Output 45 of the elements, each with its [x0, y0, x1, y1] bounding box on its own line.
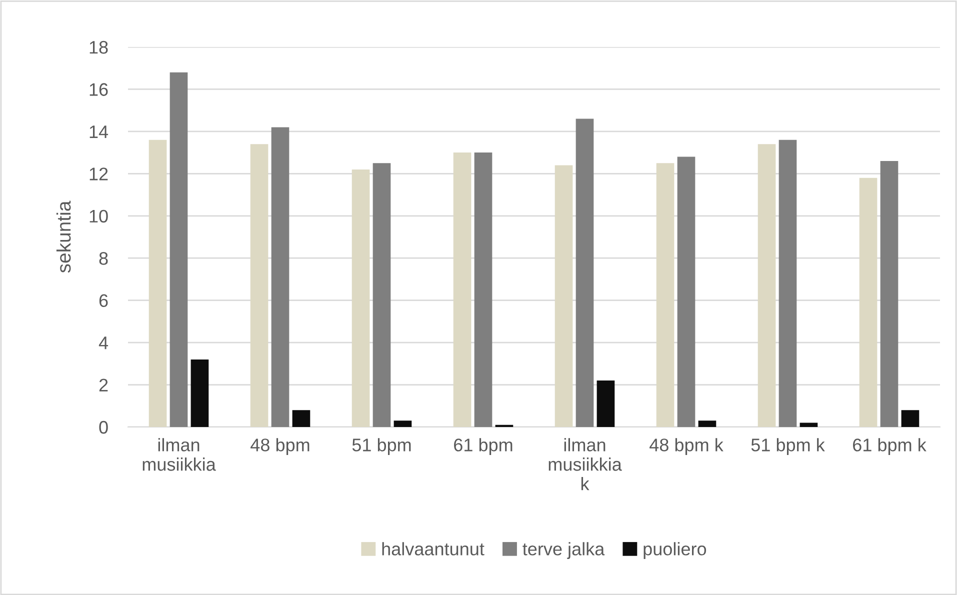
bar — [778, 140, 797, 427]
bar — [554, 165, 573, 427]
bar — [372, 163, 391, 427]
x-tick-label: 51 bpm k — [751, 438, 825, 455]
x-tick-label: ilman musiikkia k — [548, 438, 622, 490]
bar — [677, 156, 696, 427]
y-tick-label: 4 — [98, 336, 108, 350]
bar — [880, 161, 898, 427]
bar — [758, 144, 776, 427]
bar — [859, 178, 878, 427]
x-tick-label: 61 bpm — [454, 438, 512, 455]
legend-label: halvaantunut — [382, 542, 484, 556]
bar — [170, 72, 188, 427]
bar — [901, 410, 920, 427]
bar — [656, 163, 674, 427]
bar — [698, 420, 716, 427]
legend-label: puoliero — [644, 542, 706, 559]
x-tick-label: 61 bpm k — [853, 438, 926, 455]
bar — [250, 144, 268, 427]
y-tick-label: 12 — [90, 168, 108, 180]
bar — [394, 420, 412, 427]
y-tick-label: 14 — [90, 126, 108, 138]
y-tick-label: 6 — [99, 294, 108, 308]
y-axis-title: sekuntia — [56, 200, 71, 273]
y-tick-label: 0 — [99, 420, 108, 434]
bar — [474, 152, 492, 427]
legend-label: terve jalka — [522, 542, 605, 559]
x-tick-label: 48 bpm — [250, 438, 310, 455]
bar — [800, 422, 818, 427]
bar — [596, 380, 615, 427]
bar — [148, 140, 167, 427]
bar — [352, 169, 370, 427]
y-tick-label: 18 — [90, 40, 108, 54]
bar — [271, 127, 290, 427]
x-tick-label: 51 bpm — [352, 438, 411, 455]
y-tick-label: 10 — [90, 210, 108, 223]
y-tick-label: 8 — [99, 252, 108, 265]
bar — [292, 410, 310, 427]
bar — [190, 359, 209, 427]
y-tick-label: 16 — [90, 83, 108, 96]
x-tick-label: 48 bpm k — [650, 438, 724, 455]
x-tick-label: ilman musiikkia — [142, 438, 216, 471]
y-tick-label: 2 — [99, 378, 108, 392]
bar — [576, 118, 594, 427]
bar — [453, 152, 472, 427]
